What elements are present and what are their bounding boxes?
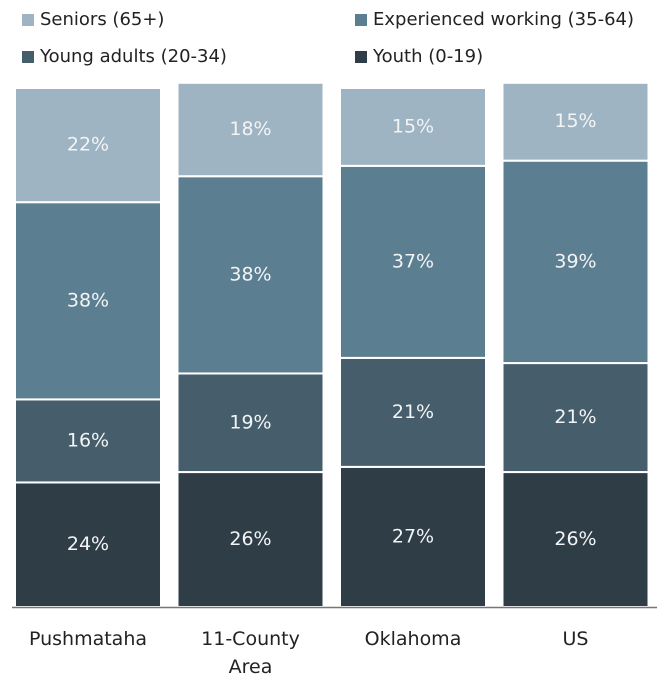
legend-swatch	[22, 51, 34, 63]
value-label: 39%	[554, 250, 596, 272]
legend-swatch	[22, 14, 34, 26]
value-label: 37%	[392, 250, 434, 272]
legend-swatch	[355, 14, 367, 26]
bar-segment	[14, 481, 162, 608]
legend-label: Seniors (65+)	[40, 9, 164, 30]
x-tick-label: Oklahoma	[364, 628, 462, 650]
value-label: 21%	[392, 401, 434, 423]
bar-segment	[14, 398, 162, 484]
bar-segment	[339, 87, 487, 167]
legend-label: Experienced working (35-64)	[373, 9, 634, 30]
value-label: 26%	[554, 528, 596, 550]
value-label: 24%	[67, 533, 109, 555]
legend-swatch	[355, 51, 367, 63]
value-label: 22%	[67, 134, 109, 156]
bar-segment	[14, 87, 162, 204]
value-label: 18%	[229, 118, 271, 140]
value-label: 38%	[229, 263, 271, 285]
bar-segment	[501, 81, 650, 162]
x-tick-label: Pushmataha	[28, 628, 148, 650]
value-label: 16%	[67, 429, 109, 451]
value-label: 27%	[392, 525, 434, 547]
bar-segment	[176, 81, 325, 178]
bar-segment	[339, 356, 487, 468]
legend-label: Youth (0-19)	[372, 46, 483, 67]
value-label: 38%	[67, 289, 109, 311]
legend-label: Young adults (20-34)	[39, 46, 227, 67]
value-label: 15%	[554, 110, 596, 132]
value-label: 19%	[229, 411, 271, 433]
x-tick-label: US	[562, 628, 589, 650]
value-label: 26%	[229, 528, 271, 550]
value-label: 15%	[392, 115, 434, 137]
x-tick-label: 11-County Area	[201, 628, 300, 678]
bar-segment	[501, 159, 650, 365]
bar-segment	[176, 175, 325, 375]
bar-segment	[176, 372, 325, 474]
value-label: 21%	[554, 406, 596, 428]
bar-segment	[339, 164, 487, 359]
